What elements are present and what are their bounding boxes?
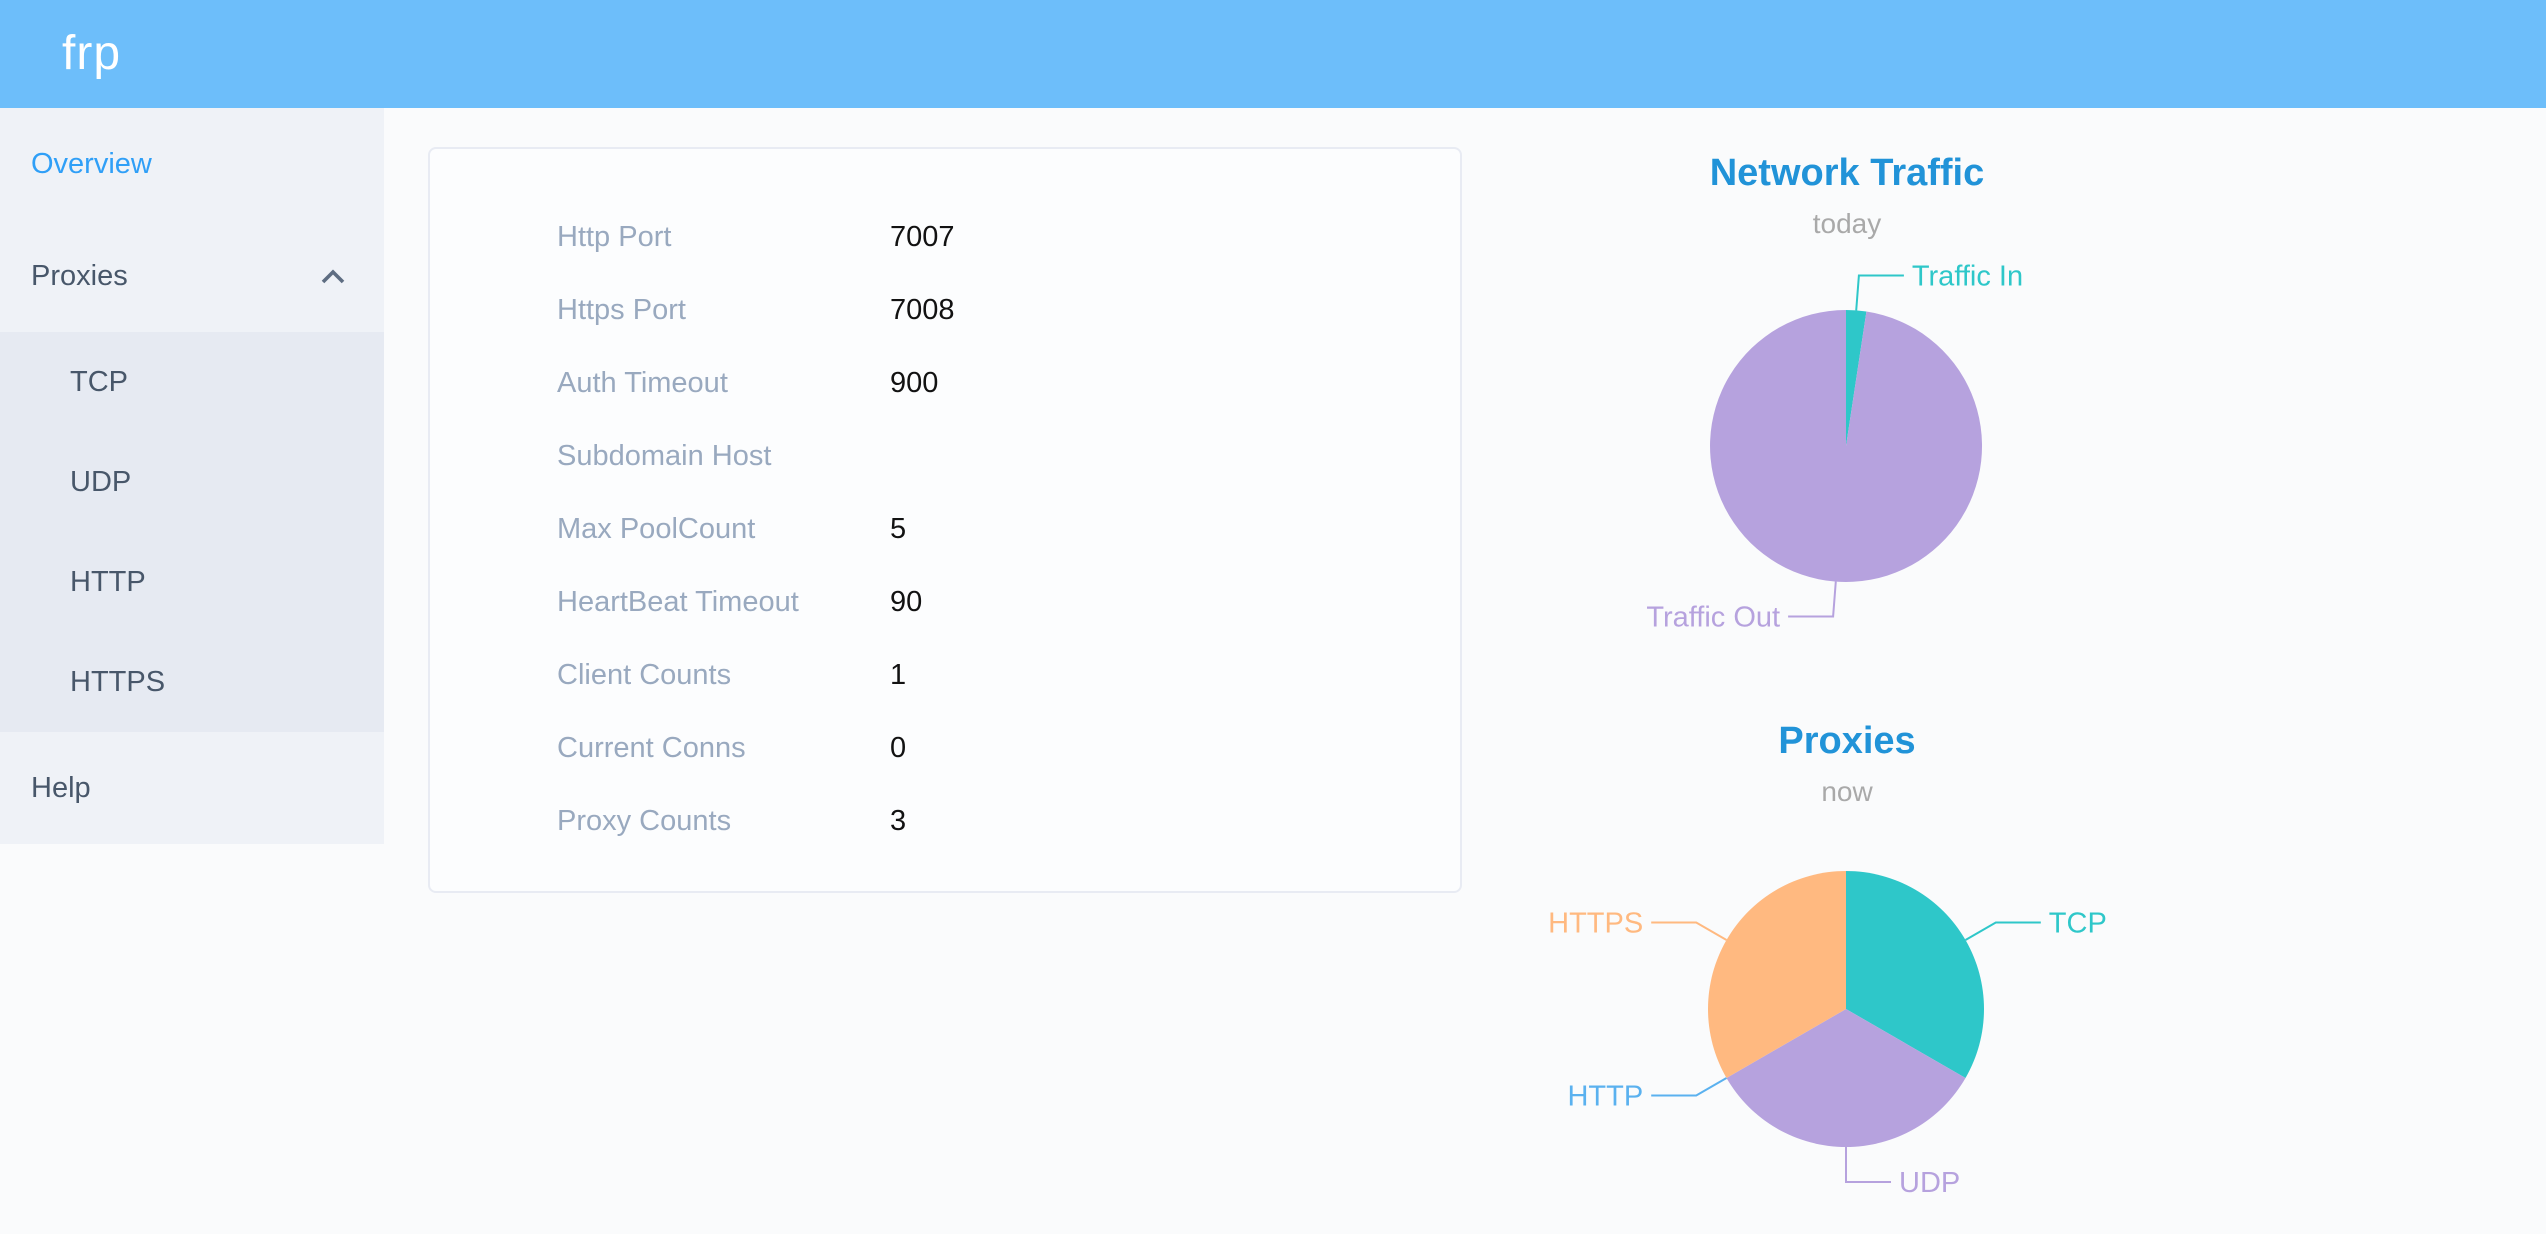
config-label: Proxy Counts bbox=[557, 805, 732, 837]
config-row-client-counts: Client Counts 1 bbox=[430, 639, 1460, 712]
config-value: 7008 bbox=[890, 294, 955, 326]
sidebar-item-https-label: HTTPS bbox=[70, 665, 166, 698]
pie-label-traffic-in: Traffic In bbox=[1912, 261, 2023, 293]
pie-slice-udp[interactable] bbox=[1726, 1009, 1966, 1147]
proxies-pie[interactable]: TCP UDP HTTP HTTPS bbox=[1487, 700, 2207, 1234]
config-row-current-conns: Current Conns 0 bbox=[430, 712, 1460, 785]
pie-slice-https[interactable] bbox=[1708, 871, 1846, 1078]
pie-label-http: HTTP bbox=[1567, 1081, 1643, 1113]
network-traffic-chart: Network Traffic today Traffic In Traffic … bbox=[1487, 132, 2207, 692]
server-info-card: Http Port 7007 Https Port 7008 Auth Time… bbox=[428, 147, 1462, 893]
sidebar-item-https[interactable]: HTTPS bbox=[0, 632, 384, 732]
config-label: Https Port bbox=[557, 294, 686, 326]
config-label: Http Port bbox=[557, 221, 672, 253]
pie-label-line-traffic-in bbox=[1855, 274, 1904, 311]
pie-label-https: HTTPS bbox=[1548, 908, 1643, 940]
chevron-up-icon bbox=[321, 268, 345, 283]
sidebar-item-proxies-label: Proxies bbox=[31, 259, 128, 292]
sidebar-item-tcp[interactable]: TCP bbox=[0, 332, 384, 432]
config-label: Current Conns bbox=[557, 732, 746, 764]
sidebar-item-overview[interactable]: Overview bbox=[0, 108, 384, 220]
pie-label-line-https bbox=[1651, 921, 1728, 941]
config-label: Auth Timeout bbox=[557, 367, 728, 399]
sidebar-menu: Overview Proxies TCP UDP HTTP HT bbox=[0, 108, 384, 844]
config-row-http-port: Http Port 7007 bbox=[430, 201, 1460, 274]
config-row-max-poolcount: Max PoolCount 5 bbox=[430, 493, 1460, 566]
config-value: 90 bbox=[890, 586, 923, 618]
pie-label-traffic-out: Traffic Out bbox=[1646, 602, 1780, 634]
chart-subtitle: now bbox=[1821, 776, 1873, 807]
chart-title: Network Traffic bbox=[1709, 152, 1985, 194]
pie-slice-tcp[interactable] bbox=[1846, 871, 1984, 1078]
pie-label-line-tcp bbox=[1964, 921, 2041, 941]
chart-title: Proxies bbox=[1778, 720, 1916, 762]
config-label: HeartBeat Timeout bbox=[557, 586, 799, 618]
network-traffic-pie[interactable]: Traffic In Traffic Out bbox=[1487, 132, 2207, 692]
app-logo: frp bbox=[62, 27, 122, 80]
config-row-proxy-counts: Proxy Counts 3 bbox=[430, 785, 1460, 858]
config-label: Subdomain Host bbox=[557, 440, 772, 472]
config-value: 3 bbox=[890, 805, 907, 837]
pie-label-line-traffic-out bbox=[1788, 581, 1837, 618]
config-label: Max PoolCount bbox=[557, 513, 756, 545]
app-header: frp bbox=[0, 0, 2546, 108]
pie-label-udp: UDP bbox=[1899, 1167, 1960, 1199]
pie-label-tcp: TCP bbox=[2049, 908, 2107, 940]
sidebar-item-proxies[interactable]: Proxies bbox=[0, 220, 384, 332]
sidebar-item-tcp-label: TCP bbox=[70, 365, 128, 398]
config-row-https-port: Https Port 7008 bbox=[430, 274, 1460, 347]
proxies-submenu: TCP UDP HTTP HTTPS bbox=[0, 332, 384, 732]
config-value: 5 bbox=[890, 513, 907, 545]
config-value: 0 bbox=[890, 732, 907, 764]
sidebar-item-http-label: HTTP bbox=[70, 565, 146, 598]
sidebar-item-overview-label: Overview bbox=[31, 147, 152, 180]
config-row-auth-timeout: Auth Timeout 900 bbox=[430, 347, 1460, 420]
pie-label-line-udp bbox=[1845, 1147, 1891, 1183]
pie-label-line-http bbox=[1651, 1077, 1728, 1097]
config-value: 7007 bbox=[890, 221, 955, 253]
pie-slice-traffic-out[interactable] bbox=[1710, 310, 1983, 582]
config-value: 1 bbox=[890, 659, 907, 691]
config-row-heartbeat-timeout: HeartBeat Timeout 90 bbox=[430, 566, 1460, 639]
sidebar-item-http[interactable]: HTTP bbox=[0, 532, 384, 632]
sidebar-item-help[interactable]: Help bbox=[0, 732, 384, 844]
proxies-chart: Proxies now TCP UDP HTTP HTTPS bbox=[1487, 700, 2207, 1234]
chart-subtitle: today bbox=[1812, 208, 1882, 239]
pie-slice-traffic-in[interactable] bbox=[1846, 310, 1867, 446]
sidebar-item-udp-label: UDP bbox=[70, 465, 132, 498]
config-value: 900 bbox=[890, 367, 939, 399]
sidebar-item-udp[interactable]: UDP bbox=[0, 432, 384, 532]
sidebar: Overview Proxies TCP UDP HTTP HT bbox=[0, 108, 384, 844]
config-row-subdomain-host: Subdomain Host bbox=[430, 420, 1460, 493]
sidebar-item-help-label: Help bbox=[31, 771, 91, 804]
config-label: Client Counts bbox=[557, 659, 732, 691]
